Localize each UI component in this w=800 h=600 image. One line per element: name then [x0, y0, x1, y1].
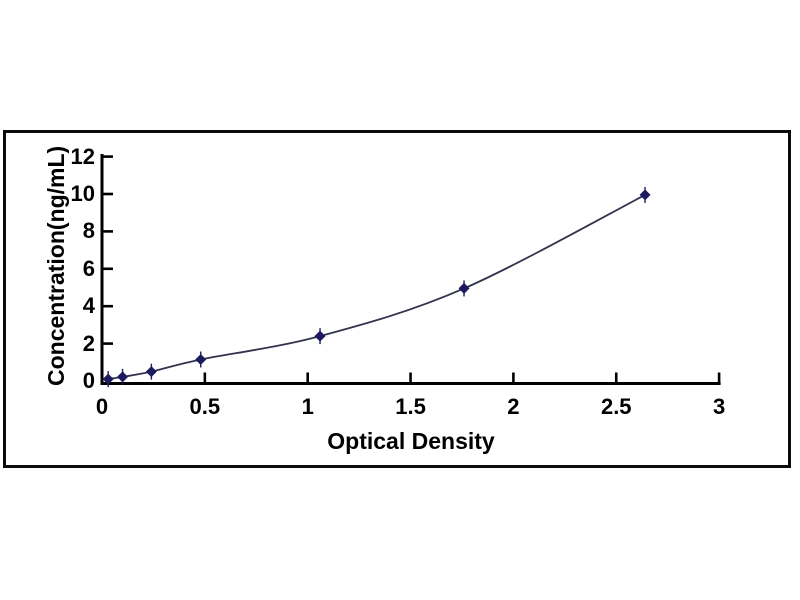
x-tick-label: 3 — [712, 394, 726, 419]
data-point-diamond — [314, 330, 326, 342]
data-point-diamond — [102, 373, 114, 385]
data-point-diamond — [458, 282, 470, 294]
y-tick-label: 2 — [82, 330, 95, 356]
data-point-diamond — [145, 366, 157, 378]
x-tick-label: 0.5 — [189, 394, 221, 419]
series-curve — [108, 194, 646, 381]
y-tick-label: 10 — [70, 181, 95, 206]
x-tick-label: 1.5 — [395, 394, 426, 419]
x-tick-label: 2 — [507, 394, 520, 419]
y-tick-label: 0 — [82, 368, 95, 393]
x-axis-title: Optical Density — [327, 428, 495, 454]
y-tick-label: 8 — [82, 218, 95, 244]
x-tick-label: 1 — [301, 394, 314, 419]
data-point-diamond — [195, 353, 207, 365]
data-point-diamond — [117, 371, 129, 383]
data-point-diamond — [639, 189, 651, 201]
y-tick-label: 12 — [70, 143, 95, 169]
y-tick-label: 4 — [82, 293, 95, 319]
x-tick-label: 0 — [95, 394, 109, 419]
y-axis-title: Concentration(ng/mL) — [43, 145, 69, 386]
x-tick-label: 2.5 — [600, 394, 632, 419]
chart-frame — [3, 130, 791, 468]
y-tick-label: 6 — [82, 255, 95, 281]
